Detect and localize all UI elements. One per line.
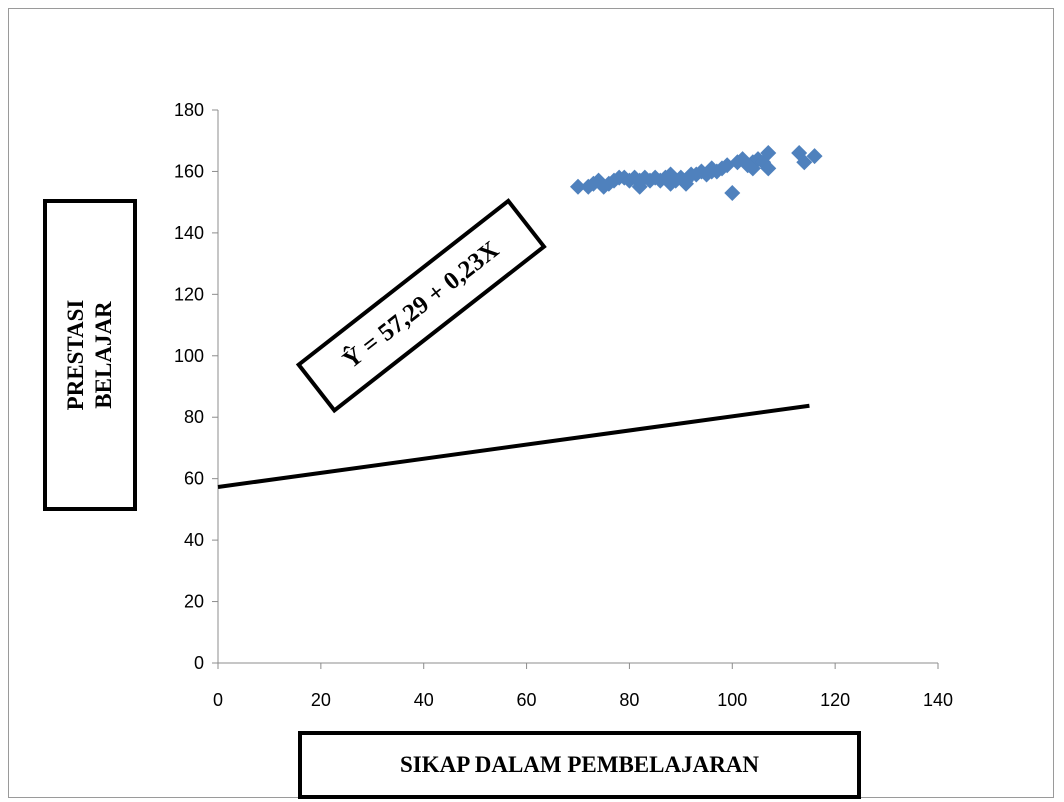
data-point <box>724 184 741 201</box>
y-tick-label: 80 <box>184 407 204 427</box>
x-axis-label-box: SIKAP DALAM PEMBELAJARAN <box>298 731 861 799</box>
chart-frame <box>8 8 1054 798</box>
regression-line <box>217 403 810 489</box>
x-tick-label: 20 <box>311 690 331 710</box>
ticks: 0 20 40 60 80 100 120 140 160 180 0 20 40 60 80 100 120 1… <box>174 100 953 710</box>
x-tick-label: 100 <box>717 690 747 710</box>
data-points <box>570 145 823 201</box>
axes <box>217 110 938 664</box>
x-tick-label: 80 <box>619 690 639 710</box>
regression-line-group <box>217 403 810 489</box>
y-axis-label-line-1: PRESTASI <box>63 299 88 411</box>
data-point <box>806 148 823 165</box>
y-tick-label: 140 <box>174 223 204 243</box>
y-tick-label: 40 <box>184 530 204 550</box>
x-tick-label: 60 <box>517 690 537 710</box>
y-axis-label-line-2: BELAJAR <box>91 301 116 409</box>
data-point <box>760 160 777 177</box>
y-tick-label: 60 <box>184 469 204 489</box>
y-axis-label: PRESTASI BELAJAR <box>62 300 118 411</box>
y-tick-label: 180 <box>174 100 204 120</box>
data-point <box>760 145 777 162</box>
y-tick-label: 160 <box>174 161 204 181</box>
x-tick-label: 0 <box>213 690 223 710</box>
x-tick-label: 40 <box>414 690 434 710</box>
x-tick-label: 140 <box>923 690 953 710</box>
x-tick-label: 120 <box>820 690 850 710</box>
y-axis-label-box: PRESTASI BELAJAR <box>43 199 137 511</box>
y-tick-label: 120 <box>174 284 204 304</box>
data-point <box>796 154 813 171</box>
y-tick-label: 0 <box>194 653 204 673</box>
y-tick-label: 100 <box>174 346 204 366</box>
data-point <box>570 178 586 195</box>
y-tick-label: 20 <box>184 592 204 612</box>
x-axis-label: SIKAP DALAM PEMBELAJARAN <box>399 752 760 777</box>
